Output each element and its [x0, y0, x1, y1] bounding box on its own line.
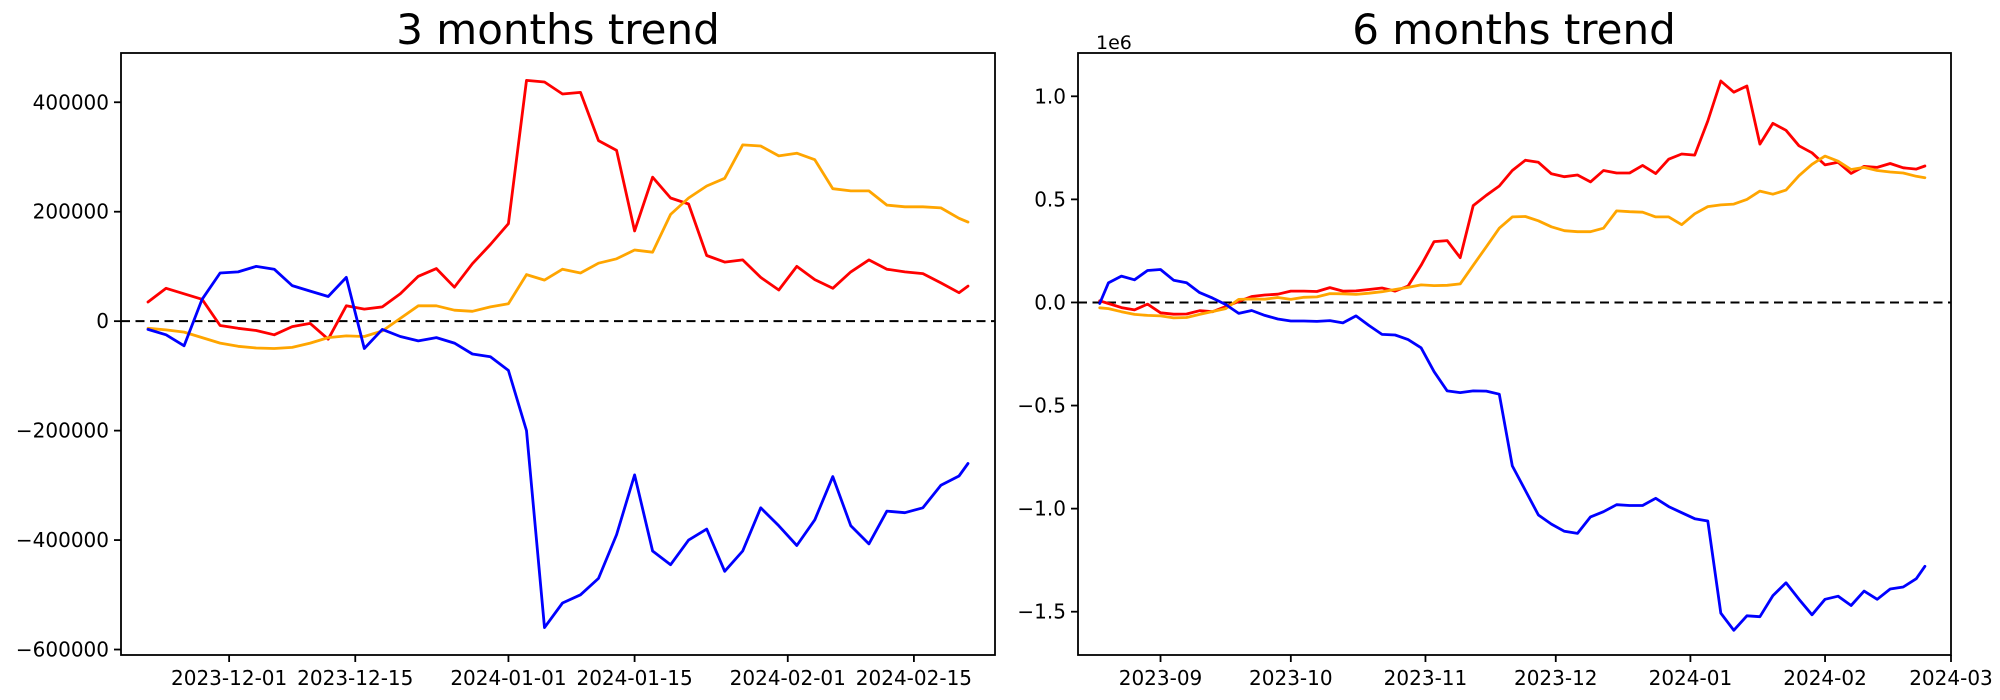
left-x-tick-label: 2023-12-15: [297, 666, 413, 690]
right-y-tick-label: 0.5: [1034, 187, 1066, 211]
right-axis-exponent-label: 1e6: [1096, 32, 1132, 54]
right-x-tick-label: 2023-12: [1514, 666, 1598, 690]
right-y-tick-label: −0.5: [1017, 394, 1066, 418]
axes-layer: 400000 200000 0 −200000 −400000 −600000 2023-1…: [16, 52, 1993, 690]
right-y-tick-label: −1.5: [1017, 600, 1066, 624]
left-y-tick-label: 400000: [33, 90, 109, 114]
right-series-blue-line: [1098, 268, 1927, 632]
right-x-tick-label: 2023-09: [1119, 666, 1203, 690]
left-x-tick-label: 2024-02-01: [730, 666, 846, 690]
right-x-tick-label: 2023-10: [1249, 666, 1333, 690]
left-y-tick-label: −200000: [16, 419, 109, 443]
right-y-tick-label: 1.0: [1034, 84, 1066, 108]
left-x-tick-label: 2024-01-15: [576, 666, 692, 690]
left-axes-border: [120, 52, 996, 656]
right-series-red-line: [1098, 79, 1927, 316]
left-x-tick-label: 2024-01-01: [450, 666, 566, 690]
left-chart-title: 3 months trend: [396, 5, 720, 54]
right-series-orange-line: [1098, 154, 1927, 320]
right-x-tick-label: 2024-01: [1649, 666, 1733, 690]
left-y-tick-label: −400000: [16, 528, 109, 552]
left-y-tick-label: 0: [96, 309, 109, 333]
right-axes-border: [1077, 52, 1952, 656]
right-y-tick-label: 0.0: [1034, 290, 1066, 314]
left-y-tick-label: −600000: [16, 638, 109, 662]
left-series-orange-line: [146, 143, 970, 350]
left-x-tick-label: 2023-12-01: [171, 666, 287, 690]
right-chart-title: 6 months trend: [1352, 5, 1676, 54]
left-x-tick-label: 2024-02-15: [856, 666, 972, 690]
left-y-tick-label: 200000: [33, 200, 109, 224]
right-x-tick-label: 2023-11: [1384, 666, 1468, 690]
right-y-tick-label: −1.0: [1017, 497, 1066, 521]
right-x-tick-label: 2024-02: [1783, 666, 1867, 690]
right-x-tick-label: 2024-03: [1909, 666, 1993, 690]
left-series-blue-line: [146, 264, 970, 629]
left-series-red-line: [146, 79, 970, 341]
